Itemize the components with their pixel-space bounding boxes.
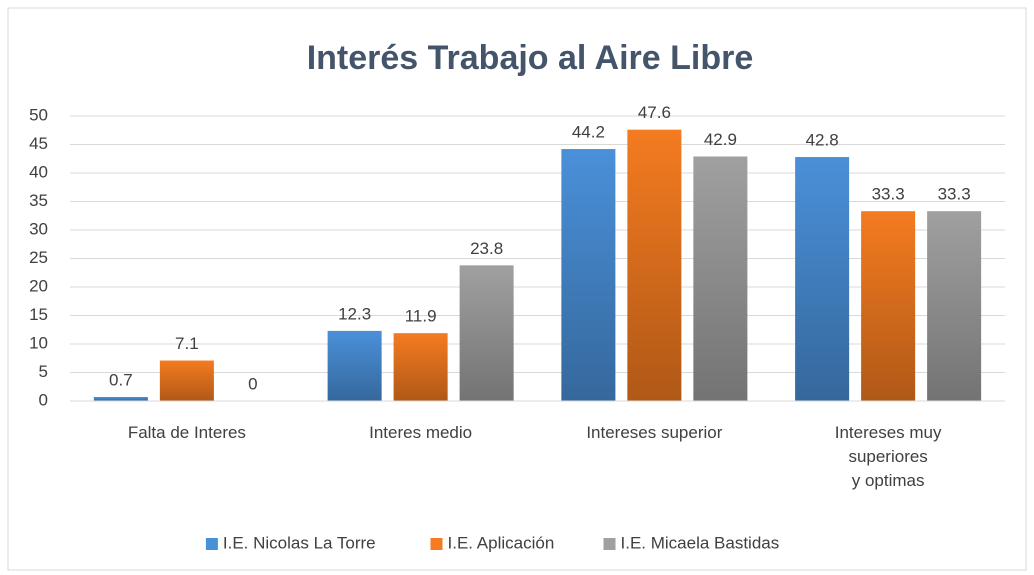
bar-shade: [861, 211, 916, 401]
y-tick-label: 25: [29, 248, 48, 267]
y-tick-label: 20: [29, 276, 48, 295]
x-tick-label: Interes medio: [369, 423, 473, 442]
legend-label: I.E. Nicolas La Torre: [223, 533, 376, 552]
value-label: 42.9: [704, 130, 737, 149]
bar-shade: [327, 330, 382, 401]
chart-title: Interés Trabajo al Aire Libre: [307, 39, 754, 77]
x-tick-label: Intereses muy superiores y optimas: [834, 423, 942, 490]
legend-swatch: [430, 538, 443, 550]
legend-swatch: [205, 538, 218, 550]
value-label: 12.3: [338, 304, 371, 323]
y-tick-label: 15: [29, 305, 48, 324]
legend-swatch: [603, 538, 616, 550]
value-label: 11.9: [405, 307, 437, 326]
bar-shade: [693, 156, 748, 401]
y-tick-label: 0: [39, 390, 48, 409]
value-label: 33.3: [872, 185, 905, 204]
bar-shade: [795, 157, 850, 401]
y-tick-label: 50: [29, 105, 48, 124]
chart-border: [7, 7, 1027, 571]
y-tick-label: 5: [39, 362, 48, 381]
bar-shade: [627, 129, 682, 401]
value-label: 23.8: [470, 239, 503, 258]
bar-shade: [93, 397, 148, 401]
bar-shade: [159, 360, 214, 401]
value-label: 0.7: [109, 370, 133, 389]
legend-label: I.E. Micaela Bastidas: [621, 533, 780, 552]
bar-shade: [393, 333, 448, 401]
value-label: 44.2: [572, 123, 605, 142]
bar-shade: [927, 211, 982, 401]
bar-shade: [561, 149, 616, 401]
value-label: 42.8: [806, 131, 839, 150]
y-tick-label: 40: [29, 162, 48, 181]
value-label: 47.6: [638, 103, 671, 122]
value-label: 7.1: [175, 334, 199, 353]
legend-label: I.E. Aplicación: [448, 533, 555, 552]
value-label: 33.3: [938, 185, 971, 204]
y-tick-label: 35: [29, 191, 48, 210]
value-label: 0: [248, 374, 257, 393]
y-tick-label: 45: [29, 134, 48, 153]
bar-shade: [459, 265, 514, 401]
y-tick-label: 30: [29, 219, 48, 238]
x-tick-label: Falta de Interes: [127, 423, 246, 442]
x-tick-label: Intereses superior: [586, 423, 723, 442]
y-tick-label: 10: [29, 333, 48, 352]
